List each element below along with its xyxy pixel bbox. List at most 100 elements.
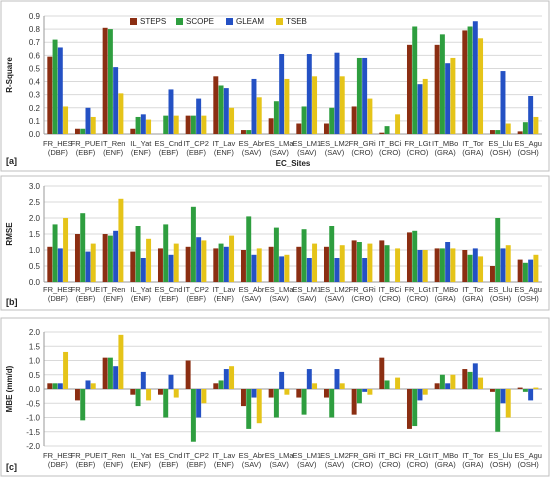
x-category-label: FR_GRi: [349, 451, 376, 460]
x-category-label: ES_LM2: [320, 285, 349, 294]
bar-tseb-4: [173, 389, 179, 398]
legend-swatch-tseb: [276, 18, 283, 25]
bar-scope-2: [107, 29, 113, 134]
bar-gleam-7: [251, 78, 257, 134]
bar-scope-17: [522, 389, 528, 392]
bar-gleam-3: [140, 258, 146, 282]
bar-scope-1: [80, 213, 86, 282]
x-category-label: FR_HES: [43, 285, 73, 294]
bar-gleam-7: [251, 254, 257, 282]
x-category-sublabel: (GRA): [435, 148, 457, 157]
panel-label: [b]: [6, 297, 18, 307]
x-category-sublabel: (CRO): [351, 148, 373, 157]
x-category-label: ES_Abr: [239, 451, 265, 460]
x-category-label: ES_Cnd: [155, 139, 183, 148]
legend-swatch-scope: [176, 18, 183, 25]
x-category-label: ES_Cnd: [155, 451, 183, 460]
x-category-sublabel: (SAV): [269, 294, 289, 303]
bar-tseb-13: [422, 250, 428, 282]
bar-scope-7: [246, 389, 252, 429]
x-category-label: ES_LMa: [265, 285, 295, 294]
legend-label-scope: SCOPE: [186, 17, 214, 26]
bar-steps-0: [47, 383, 53, 389]
bar-gleam-10: [334, 369, 340, 389]
bar-steps-17: [517, 387, 523, 389]
bar-tseb-2: [118, 93, 124, 134]
bar-tseb-12: [395, 377, 401, 389]
bar-gleam-1: [85, 380, 91, 389]
bar-gleam-10: [334, 52, 340, 134]
bar-steps-10: [323, 246, 329, 282]
bar-steps-14: [434, 248, 440, 282]
bar-tseb-15: [478, 38, 484, 134]
x-category-label: FR_GRi: [349, 285, 376, 294]
bar-scope-2: [107, 357, 113, 389]
bar-tseb-16: [505, 245, 511, 282]
x-category-sublabel: (CRO): [407, 148, 429, 157]
bar-steps-13: [406, 232, 412, 282]
bar-tseb-10: [339, 245, 345, 282]
x-category-sublabel: (CRO): [407, 460, 429, 469]
x-category-sublabel: (CRO): [351, 460, 373, 469]
x-category-label: IL_Yat: [130, 451, 152, 460]
bar-tseb-1: [90, 116, 96, 134]
bar-gleam-6: [223, 246, 229, 282]
bar-scope-0: [52, 383, 58, 389]
y-tick-label: 0.3: [29, 91, 41, 100]
panel-border: [0, 317, 550, 477]
bar-scope-3: [135, 226, 141, 282]
bar-gleam-1: [85, 107, 91, 134]
x-category-label: IT_CP2: [183, 285, 208, 294]
bar-scope-14: [439, 248, 445, 282]
y-tick-label: -0.5: [26, 399, 40, 408]
y-tick-label: 0.0: [29, 278, 41, 287]
x-category-label: IT_MBo: [432, 451, 458, 460]
bar-tseb-7: [256, 248, 262, 282]
x-category-sublabel: (SAV): [325, 460, 345, 469]
y-tick-label: 1.0: [29, 246, 41, 255]
bar-scope-0: [52, 39, 58, 134]
x-category-label: ES_Cnd: [155, 285, 183, 294]
x-category-sublabel: (CRO): [379, 460, 401, 469]
y-tick-label: 0.1: [29, 117, 41, 126]
x-category-label: IT_CP2: [183, 139, 208, 148]
x-category-sublabel: (SAV): [242, 460, 262, 469]
bar-gleam-11: [362, 258, 368, 282]
x-category-sublabel: (ENF): [103, 148, 123, 157]
panel-border: [0, 0, 550, 172]
bar-gleam-5: [196, 237, 202, 282]
x-category-sublabel: (SAV): [297, 294, 317, 303]
bar-steps-5: [185, 115, 191, 134]
x-category-label: ES_Agu: [514, 285, 542, 294]
legend-label-gleam: GLEAM: [236, 17, 264, 26]
x-category-label: ES_LMa: [265, 139, 295, 148]
x-category-label: IT_Ren: [101, 285, 126, 294]
bar-gleam-3: [140, 114, 146, 134]
bar-scope-1: [80, 389, 86, 421]
bar-tseb-12: [395, 248, 401, 282]
y-axis-title: R-Square: [5, 57, 14, 93]
bar-scope-11: [356, 57, 362, 135]
bar-tseb-1: [90, 243, 96, 282]
bar-scope-16: [495, 130, 501, 134]
x-category-label: FR_HES: [43, 451, 73, 460]
y-tick-label: 3.0: [29, 182, 41, 191]
bar-tseb-14: [450, 248, 456, 282]
bar-steps-6: [213, 383, 219, 389]
x-category-label: ES_LM2: [320, 451, 349, 460]
x-category-label: ES_Llu: [488, 451, 512, 460]
x-category-sublabel: (OSH): [518, 148, 540, 157]
bar-scope-2: [107, 235, 113, 282]
bar-steps-13: [406, 44, 412, 134]
bar-gleam-4: [168, 374, 174, 389]
x-category-sublabel: (EBF): [186, 294, 206, 303]
x-category-sublabel: (EBF): [76, 148, 96, 157]
bar-steps-9: [296, 246, 302, 282]
x-category-sublabel: (OSH): [490, 148, 512, 157]
bar-tseb-10: [339, 76, 345, 134]
bar-gleam-0: [57, 383, 63, 389]
y-tick-label: -1.0: [26, 414, 40, 423]
y-tick-label: 0.5: [29, 262, 41, 271]
bar-scope-8: [273, 389, 279, 418]
bar-gleam-15: [472, 363, 478, 389]
